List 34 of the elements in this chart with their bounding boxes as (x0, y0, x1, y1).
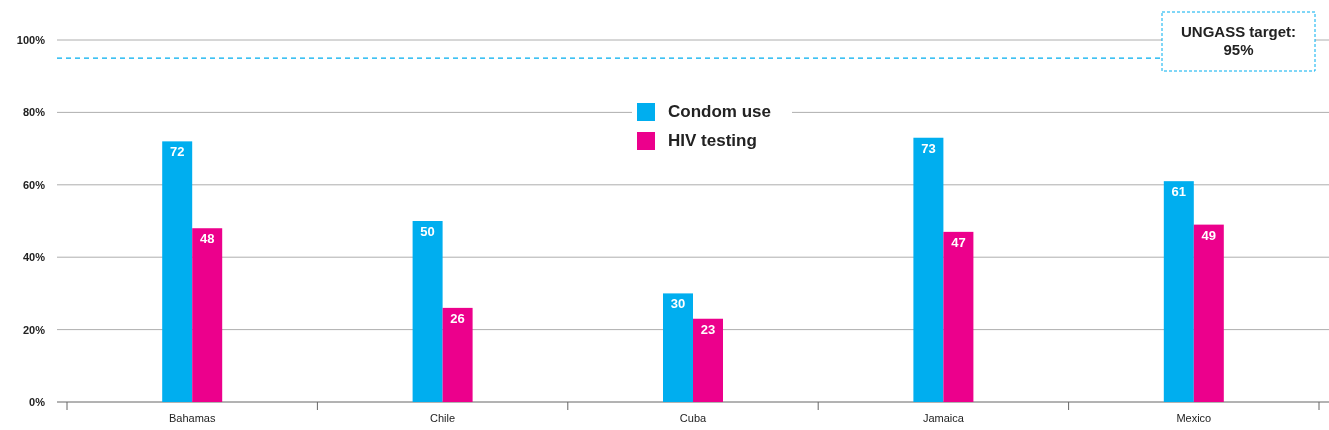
x-tick-label: Cuba (679, 412, 708, 424)
data-label: 30 (670, 296, 686, 312)
data-label: 23 (700, 321, 716, 337)
data-label: 72 (169, 144, 185, 160)
legend-label: HIV testing (668, 131, 757, 150)
bar (663, 293, 693, 402)
bar (943, 231, 974, 402)
data-label: 61 (1171, 184, 1187, 200)
bar (913, 137, 944, 402)
data-label: 50 (420, 224, 435, 239)
x-tick-label: Mexico (1176, 412, 1212, 424)
data-label: 48 (199, 231, 215, 247)
y-tick-label: 80% (22, 106, 46, 119)
bar (412, 221, 443, 402)
bar (693, 318, 723, 402)
y-tick-label: 100% (16, 34, 46, 46)
legend-label: Condom use (668, 102, 771, 121)
data-label: 73 (921, 140, 936, 156)
ref-line-label: UNGASS target: 95% (1180, 23, 1297, 58)
bar (162, 141, 193, 402)
y-tick-label: 40% (22, 251, 46, 264)
data-label: 47 (951, 234, 966, 250)
x-tick-label: Chile (430, 412, 456, 424)
x-tick-label: Bahamas (168, 412, 216, 424)
bar (192, 228, 223, 402)
bar (1193, 224, 1224, 402)
bar (1163, 181, 1194, 402)
bar (442, 307, 473, 402)
x-tick-label: Jamaica (922, 412, 965, 424)
y-tick-label: 20% (22, 323, 46, 336)
y-tick-label: 0% (29, 396, 46, 408)
y-tick-label: 60% (22, 178, 46, 191)
data-label: 49 (1201, 227, 1217, 243)
data-label: 26 (450, 310, 465, 326)
